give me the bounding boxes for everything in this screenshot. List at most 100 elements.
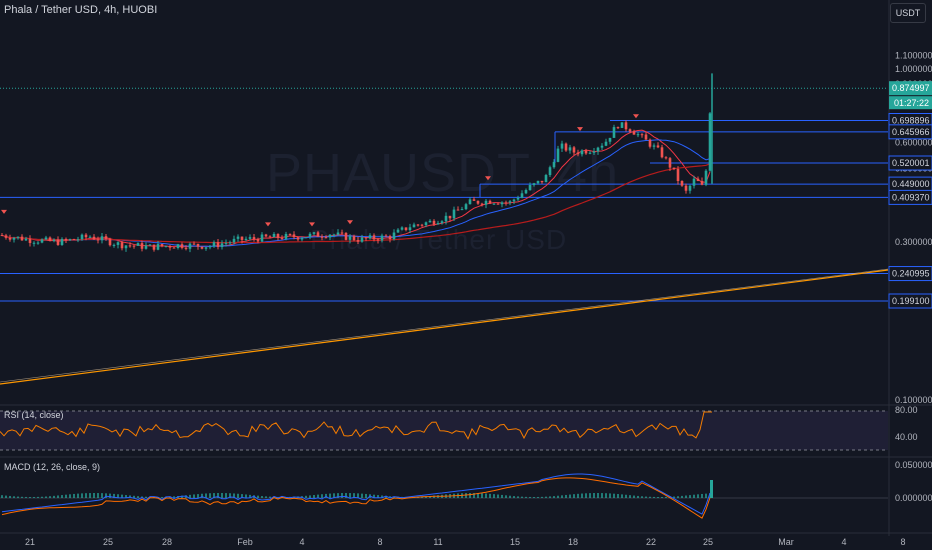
candle-body[interactable] [500,202,504,205]
candle-body[interactable] [28,238,32,243]
candle-body[interactable] [672,167,676,170]
candle-body[interactable] [204,247,208,249]
candle-body[interactable] [652,145,656,147]
candle-body[interactable] [552,161,556,168]
candle-body[interactable] [240,236,244,240]
candle-body[interactable] [616,127,620,129]
candle-body[interactable] [632,131,636,135]
candle-body[interactable] [708,113,712,171]
symbol-title[interactable]: Phala / Tether USD, 4h, HUOBI [4,4,158,16]
candle-body[interactable] [60,238,64,245]
candle-body[interactable] [576,152,580,155]
candle-body[interactable] [244,238,248,240]
candle-body[interactable] [256,239,260,242]
candle-body[interactable] [16,236,20,238]
candle-body[interactable] [464,204,468,210]
candle-body[interactable] [168,245,172,248]
candle-body[interactable] [492,203,496,205]
candle-body[interactable] [336,232,340,235]
candle-body[interactable] [68,239,72,241]
candle-body[interactable] [312,232,316,234]
candle-body[interactable] [384,235,388,237]
candle-body[interactable] [588,152,592,154]
candle-body[interactable] [668,158,672,168]
candle-body[interactable] [360,237,364,242]
candle-body[interactable] [272,233,276,238]
candle-body[interactable] [164,245,168,247]
candle-body[interactable] [316,232,320,237]
candle-body[interactable] [180,244,184,248]
candle-body[interactable] [52,239,56,241]
candle-body[interactable] [96,239,100,241]
candle-body[interactable] [140,243,144,249]
candle-body[interactable] [352,236,356,241]
candle-body[interactable] [680,181,684,186]
candle-body[interactable] [380,235,384,241]
candle-body[interactable] [232,238,236,243]
candle-body[interactable] [660,147,664,158]
candle-body[interactable] [472,199,476,201]
candle-body[interactable] [388,236,392,240]
candle-body[interactable] [404,227,408,231]
candle-body[interactable] [628,129,632,132]
candle-body[interactable] [648,139,652,147]
candle-body[interactable] [104,236,108,239]
candle-body[interactable] [328,234,332,238]
candle-body[interactable] [460,209,464,211]
candle-body[interactable] [436,223,440,225]
candle-body[interactable] [440,221,444,224]
candle-body[interactable] [664,157,668,159]
candle-body[interactable] [700,181,704,185]
candle-body[interactable] [84,234,88,238]
candle-body[interactable] [88,236,92,238]
candle-body[interactable] [704,170,708,185]
candle-body[interactable] [252,237,256,240]
candle-body[interactable] [48,237,52,241]
candle-body[interactable] [40,239,44,243]
candle-body[interactable] [248,237,252,239]
candle-body[interactable] [644,134,648,140]
candle-body[interactable] [172,247,176,249]
candle-body[interactable] [420,224,424,226]
candle-body[interactable] [288,233,292,235]
candle-body[interactable] [396,229,400,233]
candle-body[interactable] [548,167,552,176]
candle-body[interactable] [348,236,352,240]
candle-body[interactable] [524,190,528,194]
candle-body[interactable] [444,215,448,222]
candle-body[interactable] [528,185,532,191]
candle-body[interactable] [332,234,336,236]
candle-body[interactable] [344,232,348,240]
candle-body[interactable] [408,227,412,231]
candle-body[interactable] [292,234,296,238]
candle-body[interactable] [124,245,128,249]
candle-body[interactable] [416,224,420,226]
candle-body[interactable] [688,185,692,191]
rsi-label[interactable]: RSI (14, close) [4,410,64,420]
candle-body[interactable] [24,238,28,241]
candle-body[interactable] [160,244,164,247]
candle-body[interactable] [296,237,300,240]
candle-body[interactable] [376,239,380,241]
candle-body[interactable] [120,242,124,249]
candle-body[interactable] [188,243,192,249]
candle-body[interactable] [132,245,136,247]
candle-body[interactable] [556,148,560,162]
candle-body[interactable] [32,242,36,244]
candle-body[interactable] [512,199,516,202]
candle-body[interactable] [656,145,660,148]
candle-body[interactable] [200,246,204,249]
candle-body[interactable] [600,145,604,148]
candle-body[interactable] [152,244,156,250]
candle-body[interactable] [364,237,368,239]
candle-body[interactable] [452,209,456,219]
candle-body[interactable] [536,180,540,184]
candle-body[interactable] [520,193,524,198]
candle-body[interactable] [572,147,576,153]
currency-button[interactable]: USDT [890,3,926,23]
candle-body[interactable] [624,122,628,130]
candle-body[interactable] [20,236,24,241]
candle-body[interactable] [320,236,324,238]
candle-body[interactable] [592,151,596,153]
